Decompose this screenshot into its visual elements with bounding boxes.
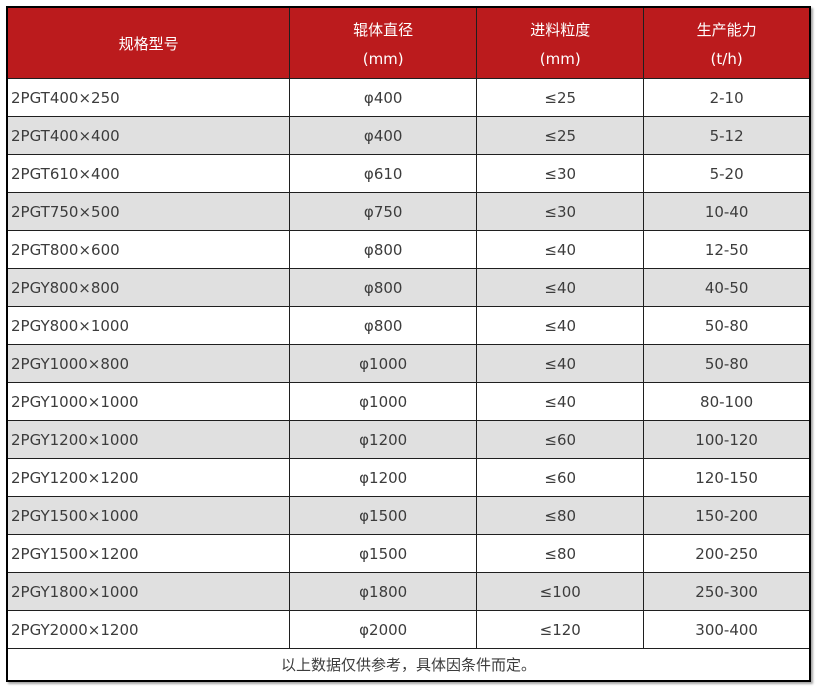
model-cell: 2PGY1000×1000 [6,382,291,421]
roller-diameter-cell: φ1200 [289,420,478,459]
header-row: 规格型号 辊体直径 (mm) 进料粒度 (mm) 生产能力 (t/h) [6,6,811,79]
capacity-cell: 50-80 [643,344,811,383]
capacity-cell: 5-12 [643,116,811,155]
table-row: 2PGT800×600 φ800 ≤40 12-50 [6,230,811,269]
roller-diameter-cell: φ2000 [289,610,478,649]
capacity-cell: 150-200 [643,496,811,535]
feed-size-cell: ≤40 [476,230,645,269]
roller-diameter-cell: φ800 [289,268,478,307]
model-cell: 2PGY1000×800 [6,344,291,383]
table-row: 2PGY1200×1200 φ1200 ≤60 120-150 [6,458,811,497]
model-cell: 2PGY1200×1200 [6,458,291,497]
feed-size-cell: ≤100 [476,572,645,611]
model-cell: 2PGY800×800 [6,268,291,307]
table-row: 2PGY1000×800 φ1000 ≤40 50-80 [6,344,811,383]
header-title-model: 规格型号 [118,34,179,53]
roller-diameter-cell: φ1200 [289,458,478,497]
table-row: 2PGT400×250 φ400 ≤25 2-10 [6,78,811,117]
capacity-cell: 12-50 [643,230,811,269]
feed-size-cell: ≤30 [476,192,645,231]
table-row: 2PGY2000×1200 φ2000 ≤120 300-400 [6,610,811,649]
header-cell-model: 规格型号 [6,6,291,79]
table-row: 2PGT400×400 φ400 ≤25 5-12 [6,116,811,155]
header-unit-capacity: (t/h) [710,49,743,68]
capacity-cell: 200-250 [643,534,811,573]
feed-size-cell: ≤40 [476,306,645,345]
model-cell: 2PGT400×400 [6,116,291,155]
roller-diameter-cell: φ1500 [289,496,478,535]
feed-size-cell: ≤40 [476,268,645,307]
model-cell: 2PGY1500×1200 [6,534,291,573]
header-title-capacity: 生产能力 [696,20,757,39]
model-cell: 2PGT400×250 [6,78,291,117]
table-row: 2PGT610×400 φ610 ≤30 5-20 [6,154,811,193]
table-row: 2PGT750×500 φ750 ≤30 10-40 [6,192,811,231]
roller-diameter-cell: φ400 [289,116,478,155]
capacity-cell: 40-50 [643,268,811,307]
capacity-cell: 2-10 [643,78,811,117]
model-cell: 2PGT610×400 [6,154,291,193]
capacity-cell: 250-300 [643,572,811,611]
feed-size-cell: ≤120 [476,610,645,649]
header-cell-roller-diameter: 辊体直径 (mm) [289,6,478,79]
header-cell-feed-size: 进料粒度 (mm) [476,6,645,79]
footer-row: 以上数据仅供参考，具体因条件而定。 [6,648,811,682]
feed-size-cell: ≤80 [476,496,645,535]
feed-size-cell: ≤30 [476,154,645,193]
roller-diameter-cell: φ800 [289,230,478,269]
capacity-cell: 120-150 [643,458,811,497]
roller-diameter-cell: φ1000 [289,344,478,383]
capacity-cell: 50-80 [643,306,811,345]
roller-diameter-cell: φ400 [289,78,478,117]
capacity-cell: 100-120 [643,420,811,459]
table-row: 2PGY1200×1000 φ1200 ≤60 100-120 [6,420,811,459]
model-cell: 2PGY2000×1200 [6,610,291,649]
table-row: 2PGY800×1000 φ800 ≤40 50-80 [6,306,811,345]
capacity-cell: 80-100 [643,382,811,421]
feed-size-cell: ≤60 [476,420,645,459]
header-cell-capacity: 生产能力 (t/h) [643,6,811,79]
table-row: 2PGY800×800 φ800 ≤40 40-50 [6,268,811,307]
roller-diameter-cell: φ750 [289,192,478,231]
capacity-cell: 10-40 [643,192,811,231]
header-title-roller-diameter: 辊体直径 [353,20,414,39]
model-cell: 2PGY800×1000 [6,306,291,345]
model-cell: 2PGT750×500 [6,192,291,231]
feed-size-cell: ≤25 [476,116,645,155]
model-cell: 2PGY1500×1000 [6,496,291,535]
spec-table: 规格型号 辊体直径 (mm) 进料粒度 (mm) 生产能力 (t/h) 2PGT… [6,6,811,682]
roller-diameter-cell: φ610 [289,154,478,193]
feed-size-cell: ≤25 [476,78,645,117]
table-row: 2PGY1800×1000 φ1800 ≤100 250-300 [6,572,811,611]
model-cell: 2PGT800×600 [6,230,291,269]
table-row: 2PGY1000×1000 φ1000 ≤40 80-100 [6,382,811,421]
table-row: 2PGY1500×1200 φ1500 ≤80 200-250 [6,534,811,573]
table-body: 2PGT400×250 φ400 ≤25 2-10 2PGT400×400 φ400 ≤25… [6,78,811,649]
feed-size-cell: ≤40 [476,344,645,383]
feed-size-cell: ≤80 [476,534,645,573]
roller-diameter-cell: φ1500 [289,534,478,573]
footer-note: 以上数据仅供参考，具体因条件而定。 [6,648,811,682]
roller-diameter-cell: φ1000 [289,382,478,421]
header-unit-feed-size: (mm) [539,49,581,68]
model-cell: 2PGY1200×1000 [6,420,291,459]
model-cell: 2PGY1800×1000 [6,572,291,611]
roller-diameter-cell: φ800 [289,306,478,345]
header-unit-roller-diameter: (mm) [362,49,404,68]
feed-size-cell: ≤60 [476,458,645,497]
table-row: 2PGY1500×1000 φ1500 ≤80 150-200 [6,496,811,535]
capacity-cell: 5-20 [643,154,811,193]
feed-size-cell: ≤40 [476,382,645,421]
roller-diameter-cell: φ1800 [289,572,478,611]
capacity-cell: 300-400 [643,610,811,649]
header-title-feed-size: 进料粒度 [530,20,591,39]
